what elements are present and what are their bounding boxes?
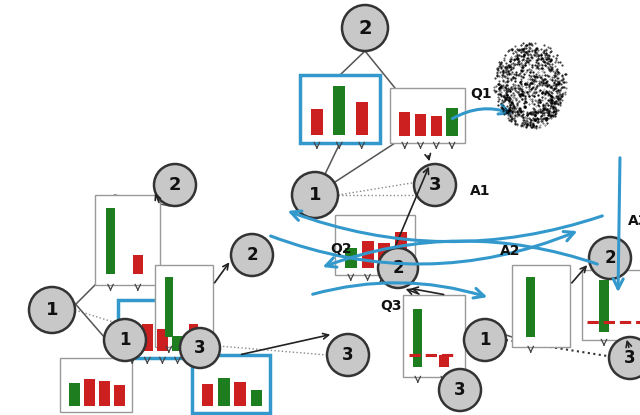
Text: 2: 2 — [604, 249, 616, 267]
Bar — [415, 114, 426, 137]
FancyBboxPatch shape — [403, 295, 465, 377]
Circle shape — [29, 287, 75, 333]
Bar — [447, 107, 458, 137]
Circle shape — [414, 164, 456, 206]
Bar — [84, 379, 95, 405]
Text: 2: 2 — [392, 259, 404, 277]
Circle shape — [342, 5, 388, 51]
Text: 3: 3 — [454, 381, 466, 399]
FancyBboxPatch shape — [95, 195, 160, 285]
Bar — [133, 255, 143, 274]
FancyBboxPatch shape — [335, 215, 415, 275]
Text: 3: 3 — [194, 339, 206, 357]
FancyBboxPatch shape — [300, 75, 380, 143]
Bar — [378, 243, 390, 268]
FancyBboxPatch shape — [155, 265, 213, 347]
Text: A1: A1 — [470, 184, 490, 198]
Bar — [68, 383, 79, 405]
Circle shape — [154, 164, 196, 206]
Circle shape — [292, 172, 338, 218]
Circle shape — [180, 328, 220, 368]
Text: 1: 1 — [119, 331, 131, 349]
Text: 3: 3 — [624, 349, 636, 367]
Bar — [526, 277, 535, 337]
FancyBboxPatch shape — [118, 300, 190, 358]
Bar — [395, 232, 407, 268]
FancyBboxPatch shape — [582, 270, 640, 340]
Bar — [356, 102, 367, 135]
Circle shape — [327, 334, 369, 376]
Bar — [413, 309, 422, 367]
Text: 1: 1 — [45, 301, 58, 319]
Bar — [164, 277, 173, 337]
Circle shape — [104, 319, 146, 361]
Bar — [114, 385, 125, 405]
FancyBboxPatch shape — [192, 355, 270, 413]
Text: Q3: Q3 — [380, 299, 401, 313]
Bar — [218, 378, 230, 406]
Circle shape — [231, 234, 273, 276]
Bar — [599, 280, 609, 332]
Circle shape — [464, 319, 506, 361]
Bar — [399, 112, 410, 137]
Bar — [172, 336, 183, 351]
Text: 3: 3 — [429, 176, 441, 194]
Text: 2: 2 — [169, 176, 181, 194]
Bar — [251, 390, 262, 406]
Bar — [234, 382, 246, 406]
Text: 2: 2 — [246, 246, 258, 264]
Text: 3: 3 — [342, 346, 354, 364]
Circle shape — [589, 237, 631, 279]
Bar — [189, 324, 198, 337]
Bar — [362, 241, 374, 268]
Bar — [311, 109, 323, 135]
Text: A2: A2 — [500, 244, 520, 258]
Circle shape — [609, 337, 640, 379]
Text: 1: 1 — [308, 186, 321, 204]
Text: A3: A3 — [628, 214, 640, 228]
Text: Q1: Q1 — [470, 87, 492, 101]
Circle shape — [378, 248, 418, 288]
Bar — [106, 208, 115, 274]
Text: 1: 1 — [479, 331, 491, 349]
Bar — [157, 329, 168, 351]
Bar — [142, 324, 153, 351]
Circle shape — [439, 369, 481, 411]
Bar — [439, 355, 449, 367]
Bar — [99, 381, 110, 405]
FancyBboxPatch shape — [390, 88, 465, 143]
FancyBboxPatch shape — [60, 358, 132, 412]
Bar — [345, 248, 356, 268]
Text: 2: 2 — [358, 19, 372, 37]
Bar — [127, 327, 138, 351]
Bar — [333, 86, 346, 135]
Bar — [431, 116, 442, 137]
FancyBboxPatch shape — [512, 265, 570, 347]
Text: Q2: Q2 — [330, 242, 351, 256]
Bar — [202, 384, 213, 406]
